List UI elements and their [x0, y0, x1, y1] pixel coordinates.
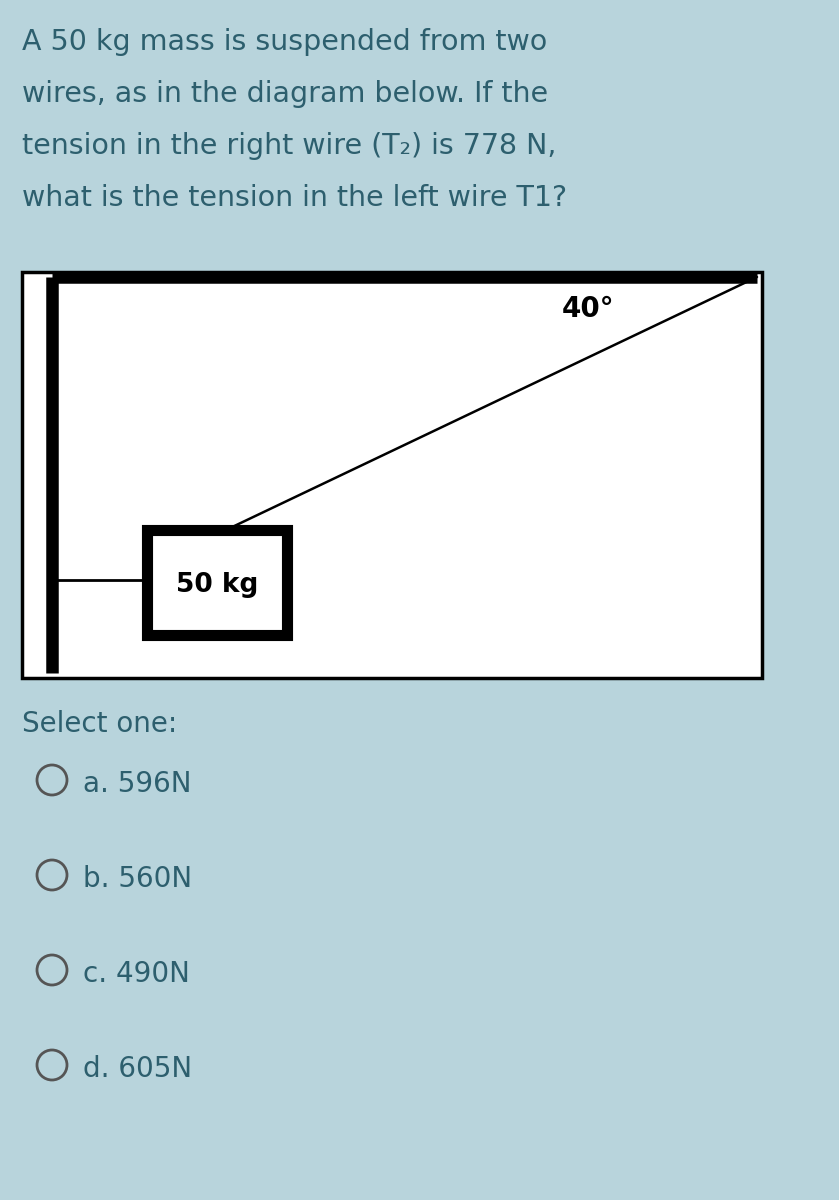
- Bar: [22, 272, 762, 678]
- Text: a. 596N: a. 596N: [83, 770, 191, 798]
- Text: A 50 kg mass is suspended from two: A 50 kg mass is suspended from two: [22, 28, 547, 56]
- Bar: [147, 529, 287, 635]
- Bar: [22, 272, 762, 678]
- Text: c. 490N: c. 490N: [83, 960, 190, 988]
- Text: tension in the right wire (T₂) is 778 N,: tension in the right wire (T₂) is 778 N,: [22, 132, 556, 160]
- Text: d. 605N: d. 605N: [83, 1055, 192, 1082]
- Text: b. 560N: b. 560N: [83, 865, 192, 893]
- Text: 50 kg: 50 kg: [176, 572, 258, 598]
- Text: 40°: 40°: [562, 295, 615, 323]
- Text: Select one:: Select one:: [22, 710, 177, 738]
- Text: wires, as in the diagram below. If the: wires, as in the diagram below. If the: [22, 80, 548, 108]
- Text: what is the tension in the left wire T1?: what is the tension in the left wire T1?: [22, 184, 567, 212]
